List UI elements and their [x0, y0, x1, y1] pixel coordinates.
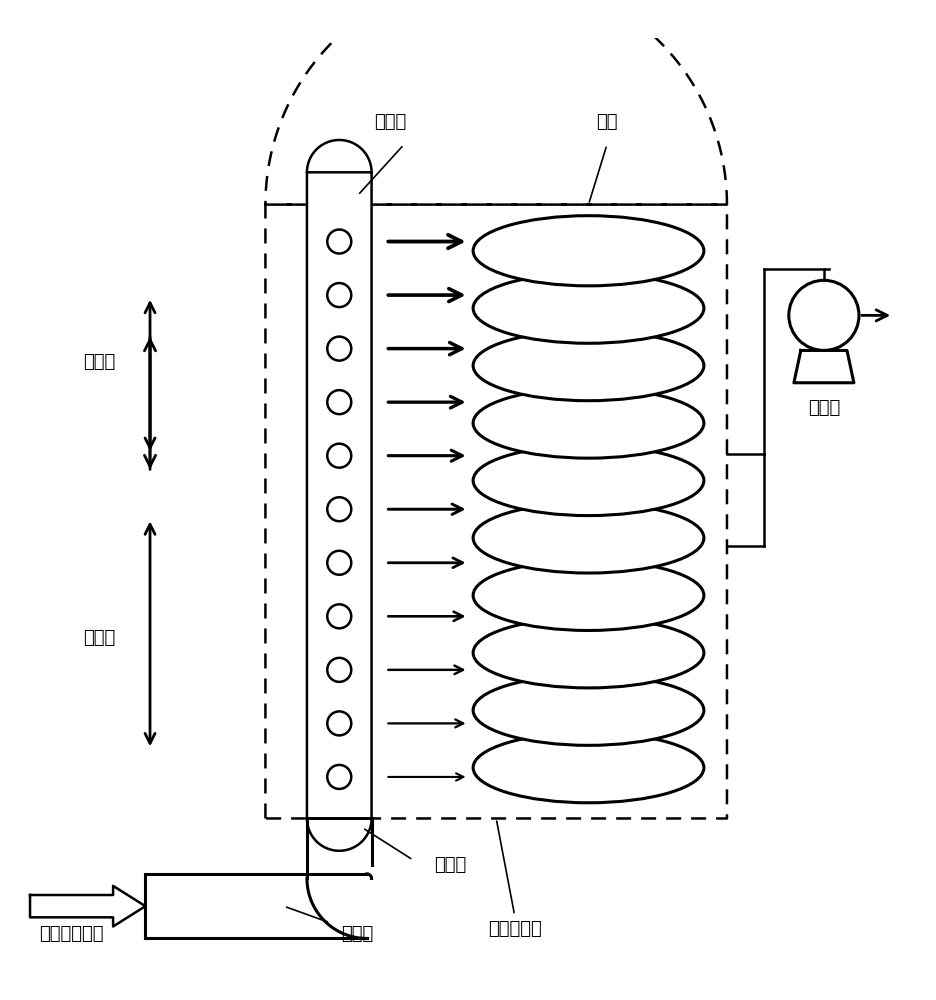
Circle shape [327, 765, 351, 789]
Circle shape [327, 711, 351, 735]
Text: 压力小: 压力小 [83, 353, 115, 371]
Circle shape [327, 283, 351, 307]
Text: 压力大: 压力大 [83, 629, 115, 647]
Ellipse shape [473, 445, 703, 516]
Circle shape [327, 497, 351, 521]
Ellipse shape [473, 273, 703, 343]
Text: 反应气体进气: 反应气体进气 [39, 925, 104, 943]
Ellipse shape [473, 503, 703, 573]
Ellipse shape [473, 331, 703, 401]
Text: 立式扩散炉: 立式扩散炉 [488, 920, 541, 938]
Circle shape [327, 390, 351, 414]
Ellipse shape [473, 733, 703, 803]
Circle shape [327, 551, 351, 575]
Circle shape [327, 604, 351, 628]
Circle shape [327, 230, 351, 254]
Ellipse shape [473, 216, 703, 286]
Ellipse shape [473, 618, 703, 688]
Polygon shape [307, 140, 372, 851]
Circle shape [327, 444, 351, 468]
Polygon shape [793, 350, 853, 383]
Text: 炉内管: 炉内管 [433, 856, 466, 874]
Text: 炉外管: 炉外管 [342, 925, 373, 943]
Ellipse shape [473, 388, 703, 458]
Polygon shape [30, 886, 145, 926]
Text: 晶圆: 晶圆 [595, 113, 617, 131]
Circle shape [788, 280, 858, 350]
Text: 真空泵: 真空泵 [807, 399, 840, 417]
Ellipse shape [473, 675, 703, 745]
Circle shape [327, 337, 351, 361]
Text: 出气孔: 出气孔 [373, 113, 405, 131]
Ellipse shape [473, 560, 703, 630]
Circle shape [327, 658, 351, 682]
